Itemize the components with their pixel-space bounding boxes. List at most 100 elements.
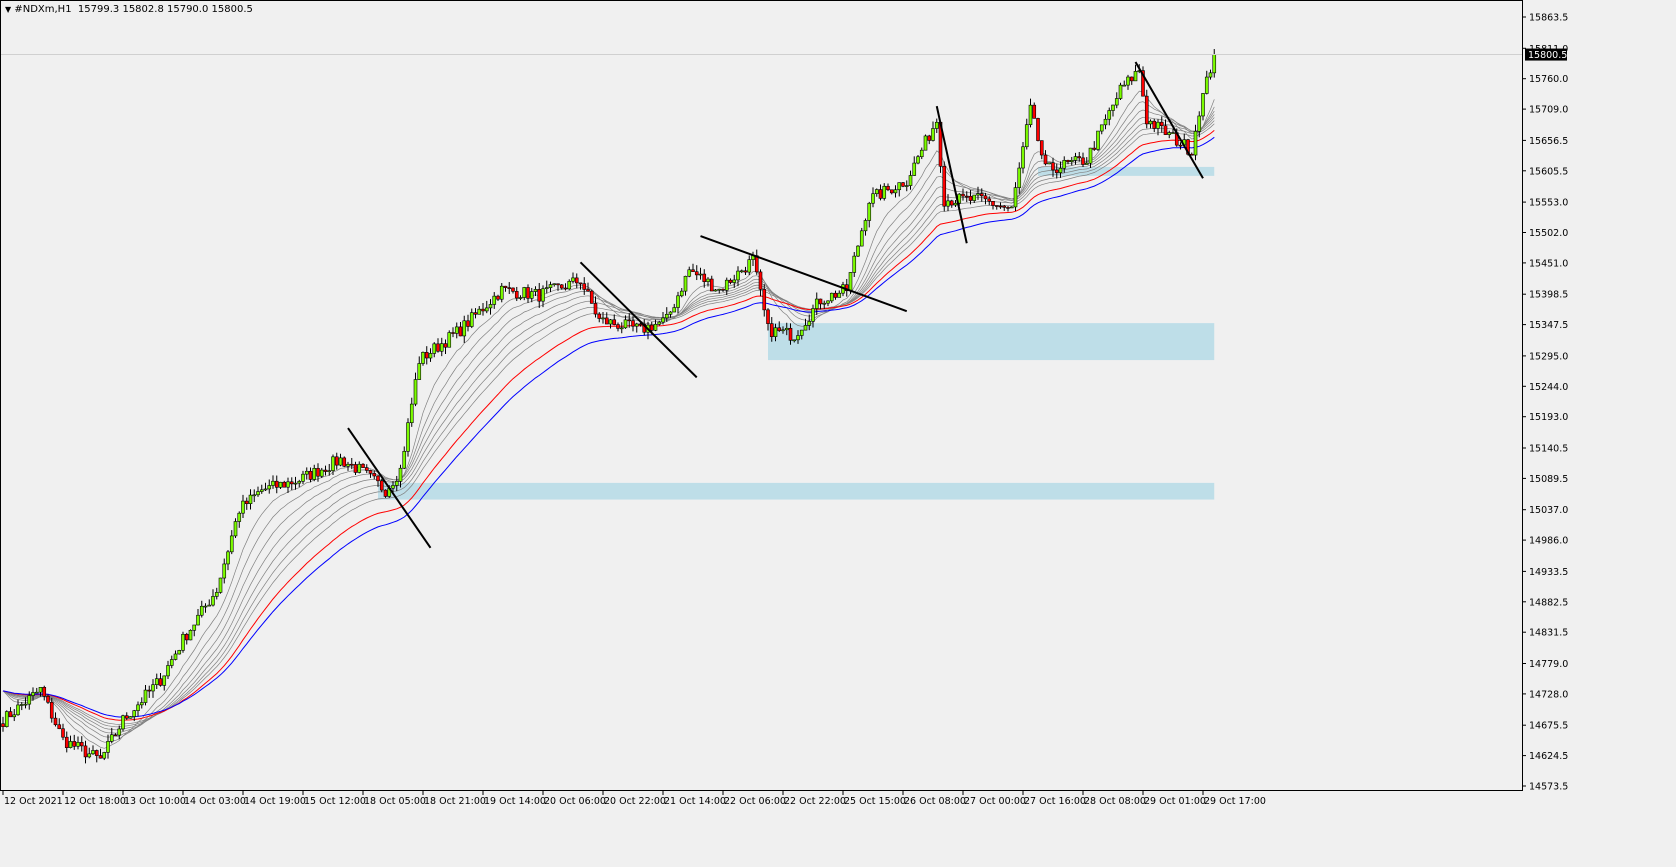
candle [593,296,598,318]
bear-candle-body [61,728,65,738]
y-tick-label: 15140.5 [1529,443,1568,454]
bull-candle-body [837,292,842,298]
moving-average-line [2,117,1215,731]
bull-candle-body [829,292,834,302]
candle [1208,69,1213,80]
candle [889,189,894,195]
bear-candle-body [616,324,620,329]
candle [541,285,545,308]
bear-candle-body [473,312,478,315]
candle [379,478,384,493]
candle [364,464,369,474]
triangle-down-icon[interactable]: ▼ [5,5,12,14]
bear-candle-body [754,255,759,273]
bear-candle-body [777,327,782,331]
candle [368,469,373,478]
candle [1032,102,1037,119]
bull-candle-body [1156,121,1160,129]
bear-candle-body [372,473,377,477]
candle [282,480,287,488]
candle [1028,98,1033,128]
candle [856,245,860,257]
bear-candle-body [728,279,733,283]
bull-candle-body [207,604,212,607]
candle [391,481,395,493]
trendline [347,427,432,549]
bull-candle-body [799,329,804,336]
bull-candle-body [811,308,815,322]
candle [109,727,114,744]
candle [923,134,928,151]
bull-candle-body [661,317,665,323]
candle [1126,74,1130,90]
bull-candle-body [177,650,182,655]
bull-candle-body [271,480,275,486]
candle [499,282,504,303]
candle [177,649,182,655]
candle [1069,156,1074,166]
bull-candle-body [226,551,230,565]
bull-candle-body [1103,118,1108,126]
bull-candle-body [102,752,107,759]
bull-candle-body [724,279,729,291]
candle [327,463,332,476]
x-tick-label: 21 Oct 14:00 [664,796,726,807]
bear-candle-body [526,287,530,299]
candle [949,199,954,208]
candle [766,308,770,331]
bull-candle-body [439,343,444,352]
bull-candle-body [327,470,332,472]
bull-candle-body [68,741,73,748]
candle [484,300,489,314]
bull-candle-body [432,343,437,354]
candle [706,277,710,287]
bear-candle-body [244,500,249,504]
candle [263,482,268,491]
x-tick-label: 29 Oct 01:00 [1144,796,1206,807]
bull-candle-body [233,521,238,537]
candle [169,655,174,669]
bull-candle-body [792,339,797,342]
bull-candle-body [683,275,688,292]
candle [664,307,669,322]
chart-header: ▼ #NDXm,H1 15799.3 15802.8 15790.0 15800… [5,4,253,15]
bear-candle-body [586,289,590,292]
bull-candle-body [698,273,703,276]
candle [1122,80,1127,87]
bear-candle-body [604,317,609,325]
candle [286,477,290,494]
bear-candle-body [1152,120,1157,129]
bear-candle-body [511,287,515,292]
candle [1002,204,1007,211]
bear-candle-body [589,290,594,304]
candle [102,751,107,761]
candle [1073,152,1078,165]
candle [1054,163,1059,179]
y-tick-label: 15656.5 [1529,136,1568,147]
candle [631,316,635,332]
candle [567,279,572,290]
bull-candle-body [653,323,658,331]
candle [608,318,613,329]
bear-candle-body [788,327,793,341]
bull-candle-body [241,500,245,514]
x-tick-label: 28 Oct 08:00 [1084,796,1146,807]
candle [106,734,110,759]
bull-candle-body [908,175,913,186]
bull-candle-body [919,149,924,158]
candle [503,285,508,292]
current-price-badge [1525,48,1567,61]
bull-candle-body [1171,132,1175,134]
candle [781,326,785,334]
bull-candle-body [867,202,872,221]
candle [432,342,437,358]
candle [12,708,17,722]
bull-candle-body [237,512,242,522]
bear-candle-body [964,195,969,198]
bull-candle-body [739,270,744,273]
bear-candle-body [927,135,932,141]
bull-candle-body [529,291,534,299]
bear-candle-body [721,288,725,291]
bull-candle-body [912,162,917,176]
